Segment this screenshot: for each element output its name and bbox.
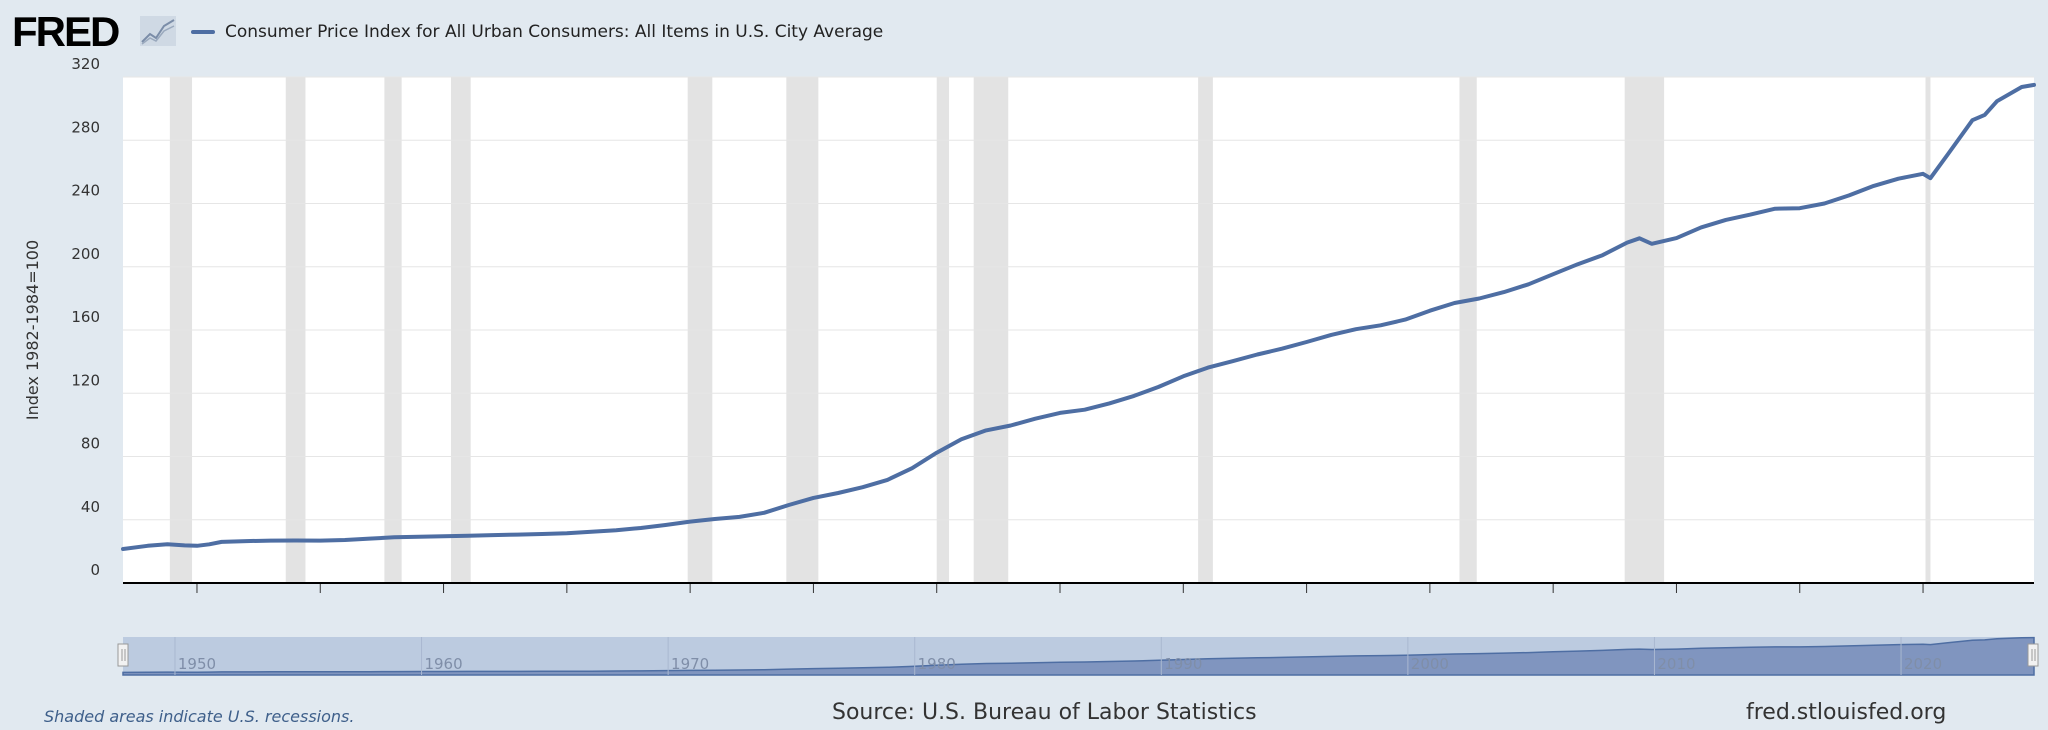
navigator-tick-label: 1960 (424, 655, 462, 673)
legend[interactable]: Consumer Price Index for All Urban Consu… (191, 18, 883, 46)
x-tick-label: 2000 (1411, 599, 1449, 600)
x-tick-label: 1955 (301, 599, 339, 600)
navigator-tick-label: 1990 (1164, 655, 1202, 673)
navigator-right-handle[interactable] (2027, 643, 2039, 667)
x-tick-label: 1975 (794, 599, 832, 600)
x-axis-ticks: 1950 1955 1960 1965 1970 1975 1980 1985 1990 1995… (178, 583, 1942, 600)
navigator-tick-label: 2000 (1411, 655, 1449, 673)
y-axis-label: Index 1982-1984=100 (23, 240, 42, 420)
y-tick-label: 200 (71, 245, 100, 263)
y-tick-label: 280 (71, 118, 100, 136)
navigator-ticks: 1950 1960 1970 1980 1990 2000 2010 2020 (174, 637, 1942, 675)
x-tick-label: 1995 (1287, 599, 1325, 600)
legend-swatch (191, 30, 215, 34)
y-tick-label: 160 (71, 308, 100, 326)
y-axis-ticks: 0 40 80 120 160 200 240 280 320 (71, 55, 100, 579)
x-tick-label: 2005 (1534, 599, 1572, 600)
navigator-tick-label: 1970 (671, 655, 709, 673)
source-text: Source: U.S. Bureau of Labor Statistics (832, 700, 1257, 725)
x-tick-label: 1960 (424, 599, 462, 600)
x-tick-label: 1950 (178, 599, 216, 600)
grid-lines (123, 76, 2034, 521)
navigator-tick-label: 1980 (918, 655, 956, 673)
navigator-tick-label: 1950 (178, 655, 216, 673)
site-link[interactable]: fred.stlouisfed.org (1746, 700, 1947, 725)
recession-note: Shaded areas indicate U.S. recessions. (44, 707, 355, 726)
navigator-left-handle[interactable] (117, 643, 129, 667)
y-tick-label: 240 (71, 182, 100, 200)
y-tick-label: 80 (81, 435, 100, 453)
series-line-cpi[interactable] (121, 82, 2036, 551)
x-tick-label: 2015 (1781, 599, 1819, 600)
range-navigator[interactable]: 1950 1960 1970 1980 1990 2000 2010 2020 (0, 0, 2048, 700)
legend-label: Consumer Price Index for All Urban Consu… (225, 22, 884, 42)
x-tick-label: 1985 (1041, 599, 1079, 600)
y-tick-label: 40 (81, 498, 100, 516)
x-tick-label: 1970 (671, 599, 709, 600)
navigator-area (122, 636, 2035, 676)
y-tick-label: 320 (71, 55, 100, 73)
x-tick-label: 1990 (1164, 599, 1202, 600)
navigator-tick-label: 2020 (1904, 655, 1942, 673)
fred-chart-logo-icon (140, 16, 176, 46)
navigator-tick-label: 2010 (1657, 655, 1695, 673)
y-tick-label: 0 (90, 561, 100, 579)
chart-header: FRED Consumer Price Index for All Urban … (0, 0, 2048, 66)
y-tick-label: 120 (71, 371, 100, 389)
x-tick-label: 1965 (548, 599, 586, 600)
fred-logo[interactable]: FRED (12, 8, 120, 55)
x-tick-label: 2010 (1657, 599, 1695, 600)
x-tick-label: 2020 (1904, 599, 1942, 600)
line-chart: 0 40 80 120 160 200 240 280 320 1950 1955 1960 1965… (23, 55, 2036, 600)
x-tick-label: 1980 (918, 599, 956, 600)
